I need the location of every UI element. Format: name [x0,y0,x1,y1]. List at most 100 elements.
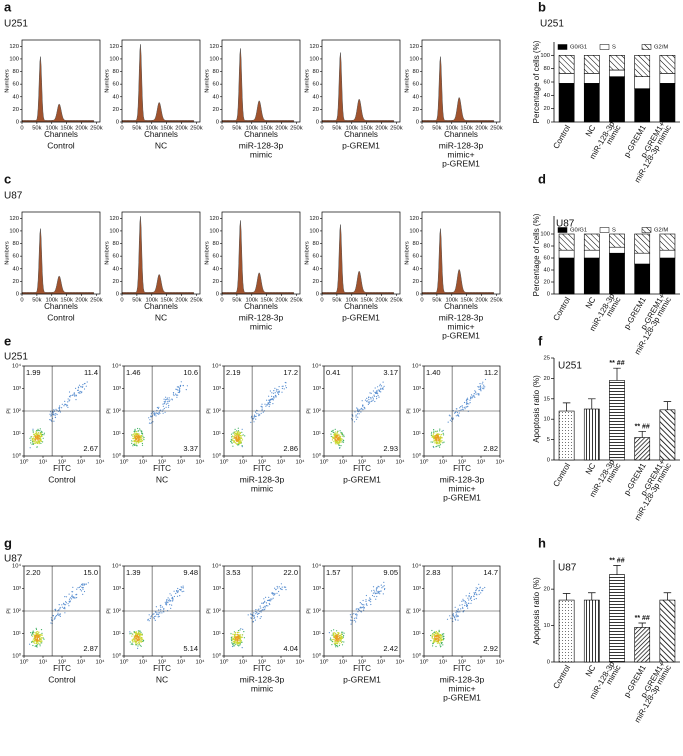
event-dot [260,616,262,618]
event-dot [460,406,462,408]
y-tick-label: 0 [316,120,319,126]
quadrant-percent: 0.41 [326,368,341,377]
sample-label: mimic+ [447,149,474,159]
event-dot [471,397,473,399]
event-dot [232,643,234,645]
event-dot [186,385,188,387]
event-dot [165,604,167,606]
quadrant-percent: 2.20 [26,568,41,577]
event-dot [31,443,33,445]
event-dot [77,389,79,391]
event-dot [238,631,240,634]
event-dot [77,392,79,394]
x-tick-label: 10¹ [139,660,147,666]
event-dot [137,439,139,441]
event-dot [137,637,139,639]
x-axis-label: Channels [444,302,478,311]
bar-segment [659,249,676,259]
event-dot [167,399,169,401]
event-dot [438,631,440,633]
event-dot [237,644,239,646]
error-bar [588,592,596,601]
event-dot [254,619,256,621]
event-dot [335,646,337,648]
event-dot [237,634,239,636]
event-dot [178,389,181,391]
panel-letter: e [4,333,11,348]
event-dot [274,593,276,596]
event-dot [255,609,257,611]
event-dot [35,642,37,645]
event-dot [340,641,343,644]
event-dot [36,644,39,646]
event-dot [253,614,255,617]
y-axis-label: Numbers [5,241,11,265]
event-dot [43,432,46,434]
event-dot [172,600,174,602]
event-dot [153,412,155,414]
event-dot [484,586,486,589]
event-dot [37,642,39,644]
event-dot [271,592,273,594]
event-dot [232,437,234,440]
event-dot [440,643,442,645]
y-tick-label: 10⁴ [112,563,121,570]
event-dot [372,399,374,401]
event-dot [175,393,177,395]
event-dot [362,405,364,407]
event-dot [150,616,152,618]
event-dot [362,604,364,606]
event-dot [180,381,182,383]
event-dot [336,442,338,444]
event-dot [57,614,59,616]
event-dot [143,639,145,642]
event-dot [258,413,260,415]
event-dot [336,443,338,445]
event-dot [373,395,376,397]
event-dot [436,435,439,437]
event-dot [462,600,464,602]
event-dot [338,438,340,440]
error-bar [663,401,672,410]
event-dot [383,581,385,584]
event-dot [455,614,457,616]
y-tick-label: 20 [313,107,319,113]
event-dot [136,641,138,643]
event-dot [136,633,138,635]
event-dot [476,587,479,590]
y-tick-label: 10⁴ [212,363,221,370]
event-dot [40,431,42,433]
x-tick-label: 250k [490,298,503,304]
plot-frame [21,39,101,123]
x-tick-label: 10⁴ [296,459,305,466]
event-dot [268,405,270,408]
event-dot [34,645,36,647]
event-dot [467,602,469,605]
event-dot [257,613,259,616]
event-dot [480,592,482,594]
event-dot [355,613,357,615]
event-dot [255,613,257,615]
y-tick-label: 10² [13,609,21,615]
y-axis-label: PI [107,608,113,614]
event-dot [32,431,34,433]
x-tick-label: 250k [390,298,403,304]
y-tick-label: 20 [113,279,119,285]
event-dot [338,443,340,445]
x-tick-label: 10³ [177,460,185,466]
event-dot [138,441,140,443]
y-axis-label: Numbers [305,69,311,93]
event-dot [331,634,333,636]
event-dot [376,587,378,589]
event-dot [434,635,436,638]
event-dot [274,592,276,595]
x-tick-label: 50k [132,298,141,304]
event-dot [339,643,341,645]
event-dot [441,430,443,432]
x-tick-label: 100k [245,126,258,132]
event-dot [271,395,273,397]
event-dot [377,585,379,588]
event-dot [459,604,461,606]
significance-label: ** ## [635,615,650,622]
event-dot [341,637,343,640]
